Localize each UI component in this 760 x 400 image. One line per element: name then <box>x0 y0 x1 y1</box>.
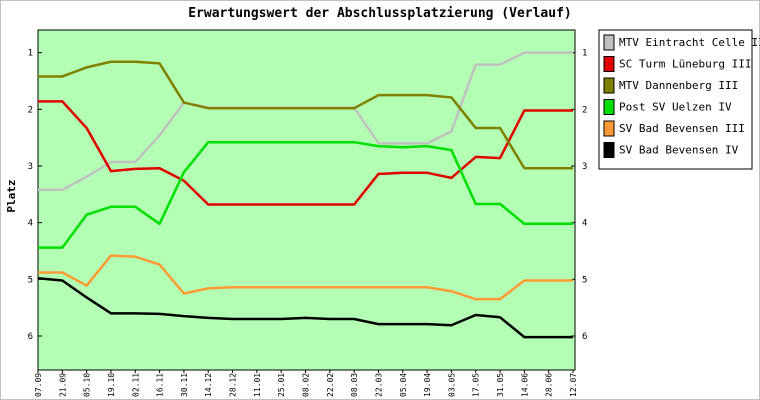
legend-label: SV Bad Bevensen III <box>619 122 745 135</box>
y-axis-label: Platz <box>5 179 18 212</box>
x-tick-label: 03.05 <box>447 373 456 397</box>
legend-swatch <box>603 99 615 115</box>
y-tick-label: 3 <box>582 162 587 172</box>
legend-swatch <box>603 120 615 137</box>
x-tick-label: 19.04 <box>423 373 432 397</box>
series-line <box>38 140 573 249</box>
y-tick-label: 5 <box>28 275 33 285</box>
x-tick-label: 22.02 <box>326 373 335 397</box>
x-tick-label: 05.10 <box>83 373 92 397</box>
x-tick-label: 19.10 <box>107 373 116 397</box>
series-line <box>38 60 573 170</box>
y-tick-label: 1 <box>582 49 587 59</box>
legend-box <box>598 29 753 170</box>
x-tick-label: 08.02 <box>302 373 311 397</box>
y-tick-label: 6 <box>582 332 587 342</box>
legend-swatch <box>603 77 615 94</box>
legend-label: SV Bad Bevensen IV <box>619 144 739 157</box>
legend-label: SC Turm Lüneburg III <box>619 58 751 71</box>
x-tick-label: 07.09 <box>34 373 43 397</box>
legend-label: Post SV Uelzen IV <box>619 101 732 114</box>
x-tick-label: 30.11 <box>180 373 189 397</box>
series-line <box>38 254 573 301</box>
x-tick-label: 12.07 <box>569 373 578 397</box>
x-tick-label: 31.05 <box>496 373 505 397</box>
x-tick-label: 22.03 <box>374 373 383 397</box>
x-tick-label: 25.01 <box>277 373 286 397</box>
legend-label: MTV Eintracht Celle II <box>619 36 760 49</box>
chart-title: Erwartungswert der Abschlussplatzierung … <box>188 6 572 21</box>
y-tick-label: 6 <box>28 332 33 342</box>
x-tick-label: 21.09 <box>58 373 67 397</box>
y-tick-label: 4 <box>582 219 587 229</box>
y-tick-label: 1 <box>28 49 33 59</box>
series-line <box>38 100 573 206</box>
series-line <box>37 276 573 339</box>
x-tick-label: 02.11 <box>131 373 140 397</box>
legend-swatch <box>603 34 615 51</box>
legend-swatch <box>603 142 615 158</box>
x-tick-label: 17.05 <box>472 373 481 397</box>
y-tick-label: 3 <box>28 162 33 172</box>
y-tick-label: 2 <box>582 105 587 115</box>
x-tick-label: 08.03 <box>350 373 359 397</box>
y-tick-label: 4 <box>28 219 33 229</box>
x-tick-label: 05.04 <box>399 373 408 397</box>
legend-label: MTV Dannenberg III <box>619 79 738 92</box>
x-tick-label: 28.06 <box>545 373 554 397</box>
y-tick-label: 2 <box>28 105 33 115</box>
x-tick-label: 14.06 <box>520 373 529 397</box>
x-tick-label: 14.12 <box>204 373 213 397</box>
legend-swatch <box>603 56 615 72</box>
x-tick-label: 16.11 <box>156 373 165 397</box>
x-tick-label: 11.01 <box>253 373 262 397</box>
y-tick-label: 5 <box>582 275 587 285</box>
x-tick-label: 28.12 <box>229 373 238 397</box>
